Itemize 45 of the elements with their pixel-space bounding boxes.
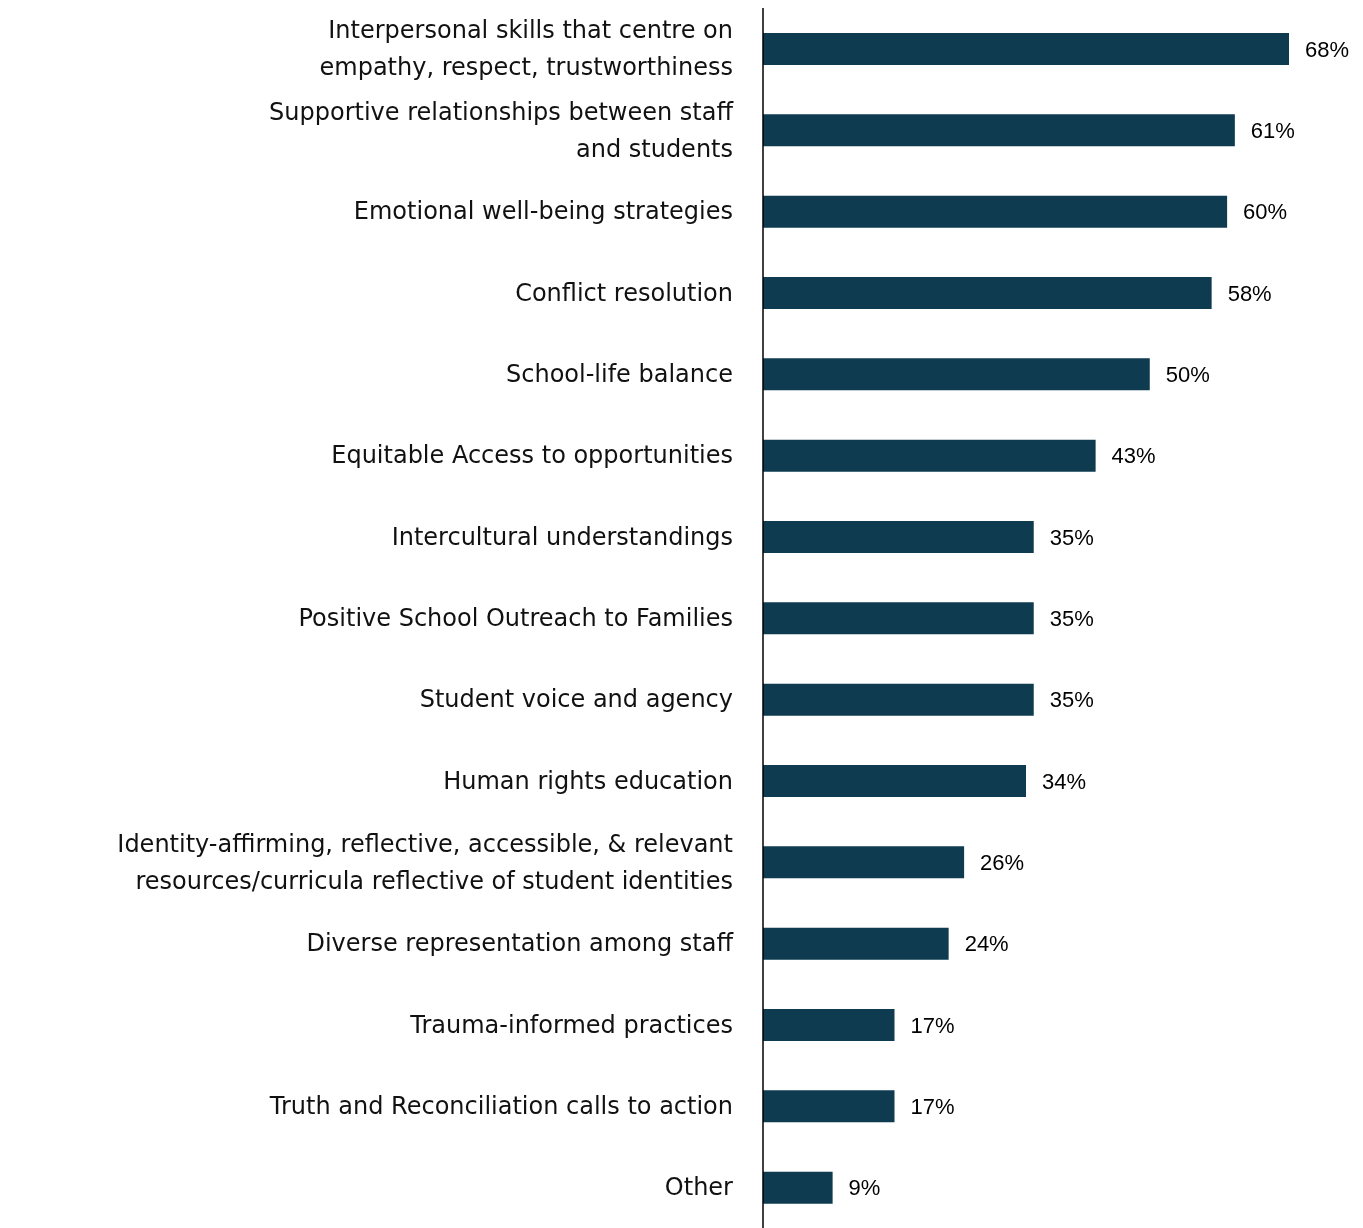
bar — [763, 1090, 895, 1123]
data-label: 50% — [1165, 362, 1210, 388]
y-tick-label: Other — [664, 1173, 734, 1202]
y-tick-label: Truth and Reconciliation calls to action — [268, 1092, 733, 1120]
data-label: 26% — [980, 850, 1025, 876]
bar — [763, 765, 1026, 797]
bar — [763, 1171, 833, 1204]
bar — [763, 521, 1034, 553]
data-label: 17% — [910, 1094, 955, 1120]
data-label: 17% — [910, 1012, 955, 1038]
y-tick-label: Equitable Access to opportunities — [331, 441, 733, 470]
y-tick-label: Student voice and agency — [419, 685, 733, 714]
data-label: 43% — [1111, 443, 1156, 469]
y-tick-label: Human rights education — [443, 766, 733, 795]
y-tick-label: Interpersonal skills that centre on empathy, respect, trustworthiness — [319, 16, 733, 82]
bar — [763, 602, 1034, 635]
bar — [763, 114, 1235, 147]
data-label: 35% — [1049, 606, 1094, 632]
bar — [763, 683, 1034, 716]
bar — [763, 195, 1228, 228]
y-tick-label: Intercultural understandings — [391, 522, 733, 551]
bar — [763, 33, 1289, 65]
y-tick-label: Emotional well-being strategies — [353, 197, 733, 226]
bar — [763, 439, 1096, 472]
data-label: 68% — [1305, 36, 1350, 62]
y-tick-label: Trauma-informed practices — [409, 1010, 733, 1039]
data-label: 9% — [848, 1175, 881, 1201]
bar — [763, 927, 949, 960]
y-tick-label: Positive School Outreach to Families — [298, 604, 733, 632]
data-label: 58% — [1227, 280, 1272, 306]
data-label: 35% — [1049, 524, 1094, 550]
bar — [763, 277, 1212, 309]
y-tick-label: Conflict resolution — [515, 278, 733, 307]
data-label: 60% — [1243, 199, 1288, 225]
data-label: 61% — [1250, 118, 1295, 144]
y-tick-label: School-life balance — [505, 360, 733, 388]
bar — [763, 846, 965, 879]
bar — [763, 1009, 895, 1041]
y-tick-label: Supportive relationships between staff and students — [269, 97, 734, 163]
data-label: 35% — [1049, 687, 1094, 713]
y-tick-label: Diverse representation among staff — [306, 929, 734, 958]
y-tick-label: Identity-affirming, reflective, accessible, & relevant resources/curricula reflective of student identities — [117, 829, 733, 895]
data-label: 24% — [964, 931, 1009, 957]
data-label: 34% — [1042, 768, 1087, 794]
bar — [763, 358, 1150, 391]
